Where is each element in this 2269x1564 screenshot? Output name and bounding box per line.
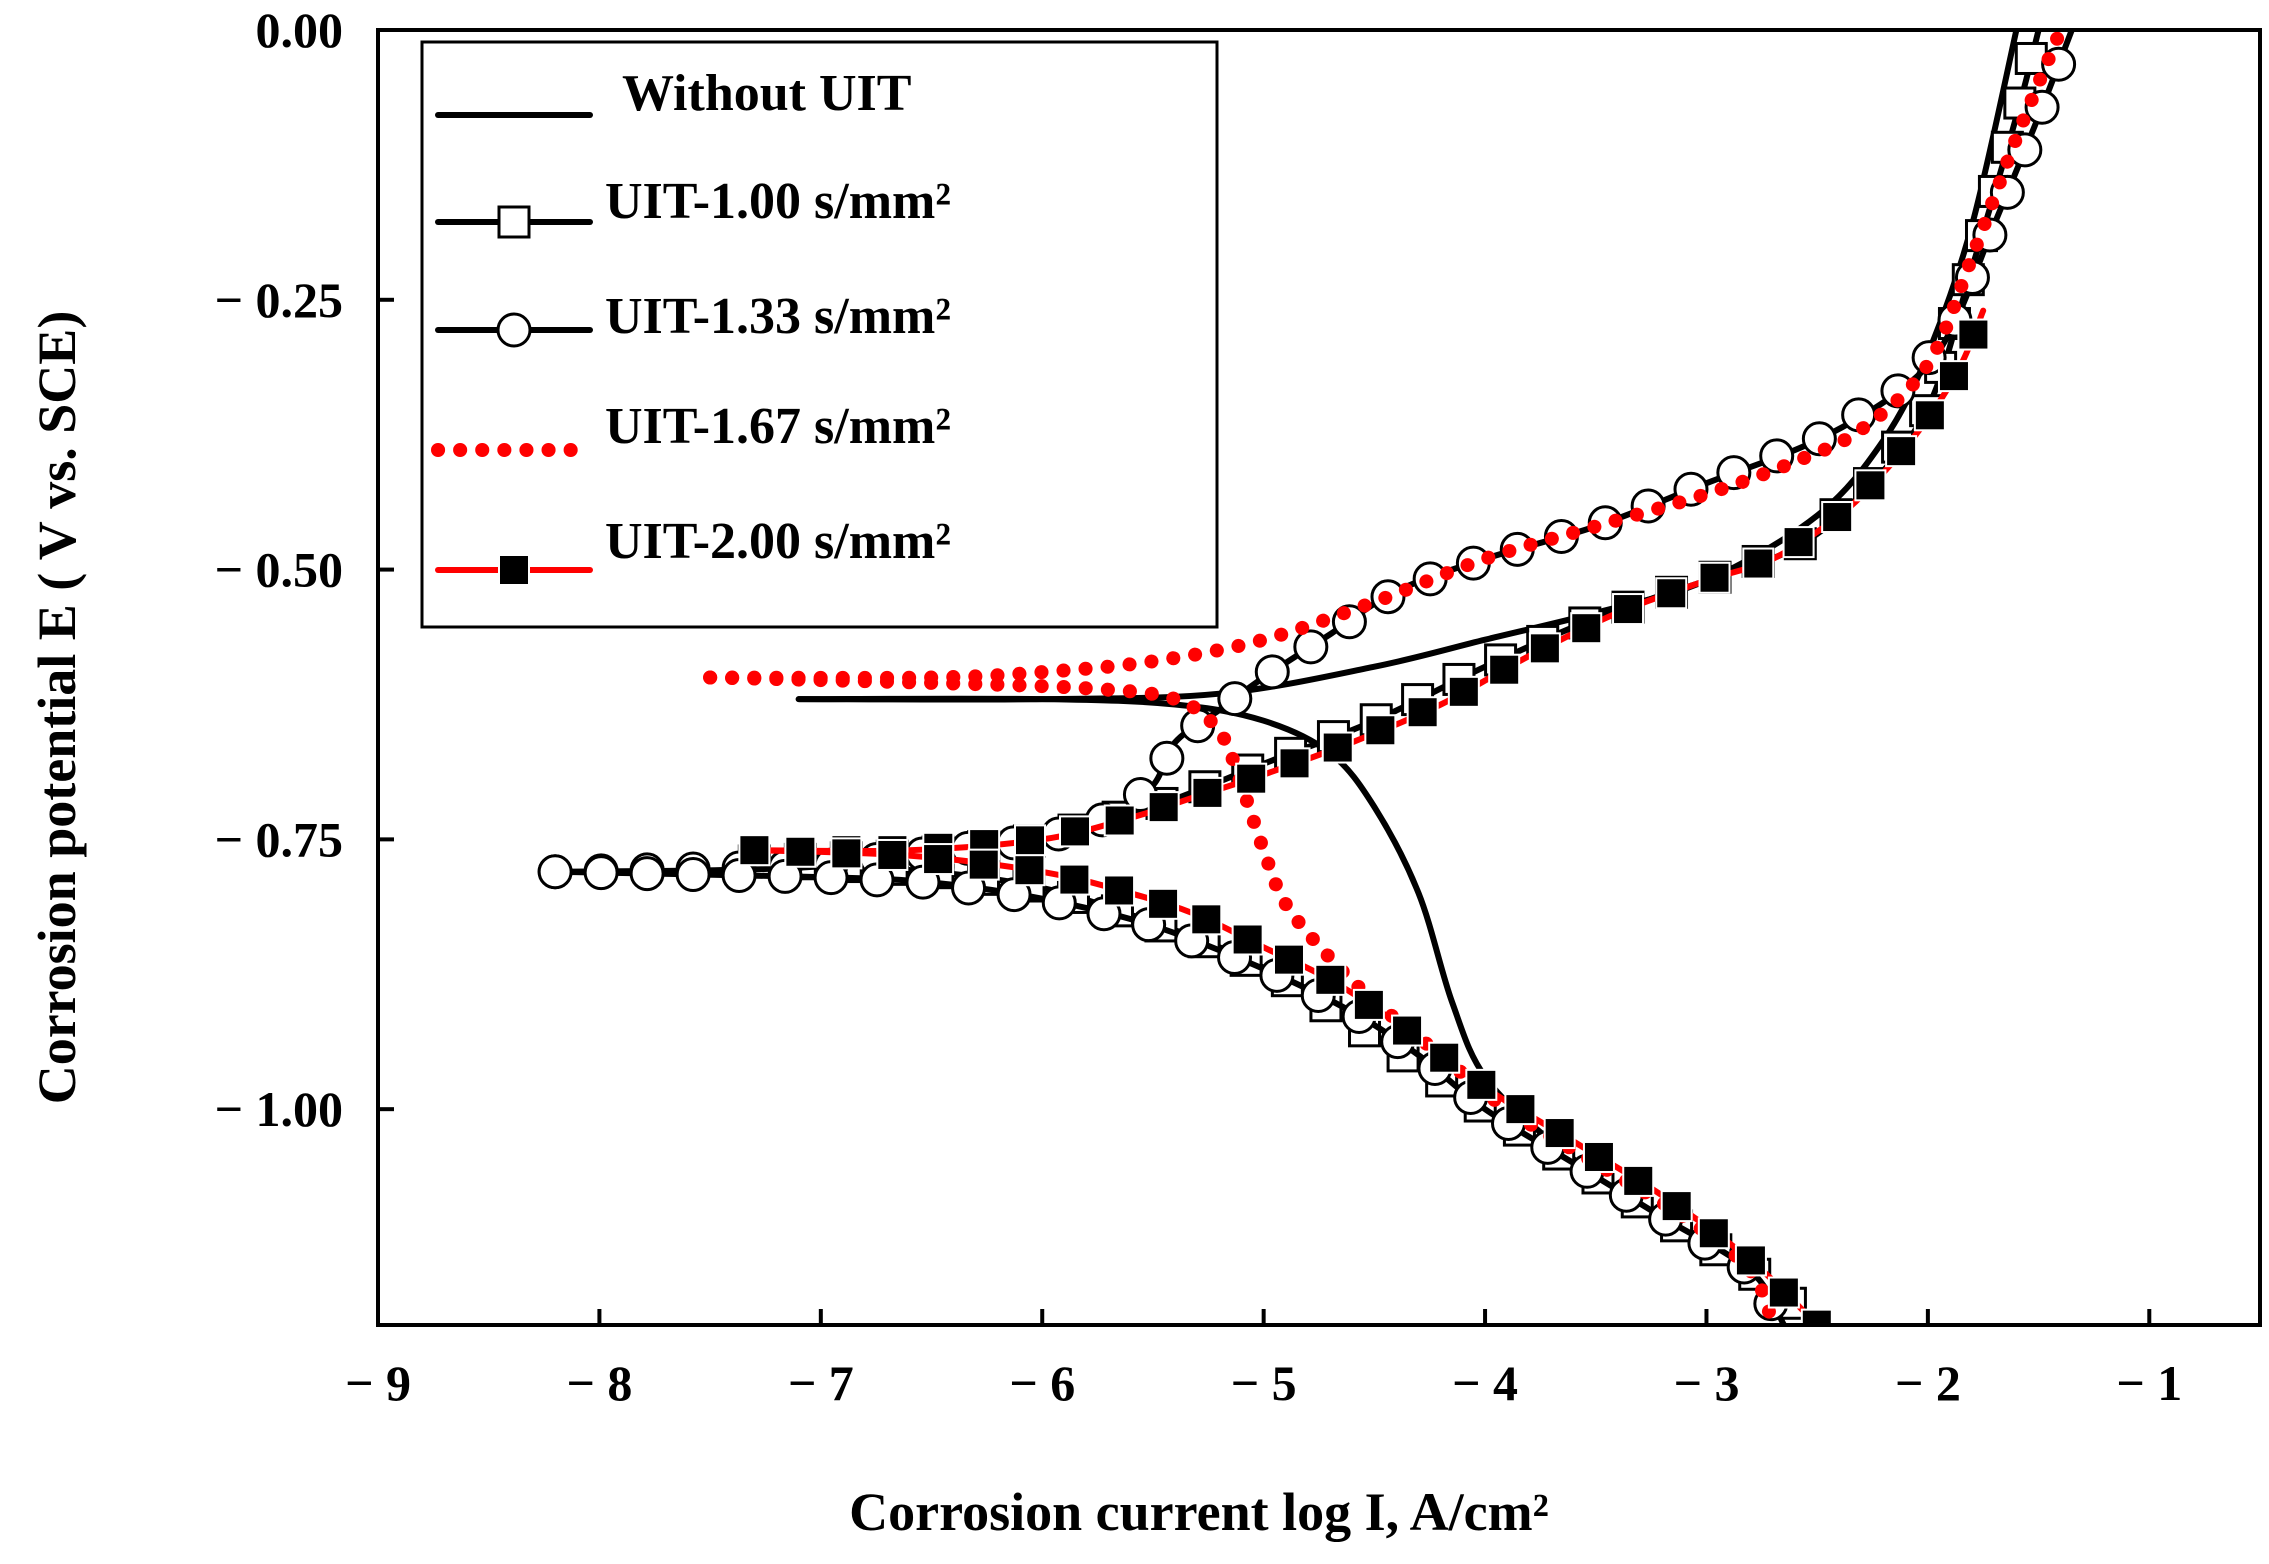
- x-tick-label: − 1: [2116, 1355, 2182, 1411]
- legend-label: UIT-1.67 s/mm²: [605, 398, 951, 455]
- series-5-cathodic-marker: [1622, 1164, 1655, 1197]
- legend-item: UIT-1.67 s/mm²: [431, 398, 951, 457]
- y-axis-title: Corrosion potential E ( V vs. SCE): [27, 311, 87, 1105]
- x-tick-label: − 3: [1673, 1355, 1739, 1411]
- series-5-cathodic-marker: [1231, 923, 1264, 956]
- series-5-cathodic-marker: [1767, 1276, 1800, 1309]
- series-5-anodic-marker: [1655, 577, 1688, 610]
- series-5: [738, 307, 1990, 1325]
- legend-item: Without UIT: [435, 65, 911, 122]
- series-5-cathodic-marker: [967, 848, 1000, 881]
- x-tick-label: − 8: [566, 1355, 632, 1411]
- series-5-cathodic-marker: [1734, 1244, 1767, 1277]
- legend-box: [420, 40, 1219, 629]
- series-5-anodic-marker: [1191, 776, 1224, 809]
- legend: Without UIT UIT-1.00 s/mm² UIT-1.33 s/mm² U…: [420, 40, 1219, 629]
- series-5-cathodic-marker: [1190, 903, 1223, 936]
- legend-label: UIT-1.00 s/mm²: [605, 173, 951, 230]
- series-5-cathodic-marker: [1582, 1140, 1615, 1173]
- series-5-anodic-marker: [1913, 399, 1946, 432]
- series-5-cathodic-marker: [1272, 943, 1305, 976]
- series-5-cathodic-marker: [1504, 1093, 1537, 1126]
- series-5-anodic-marker: [1488, 653, 1521, 686]
- legend-item: UIT-2.00 s/mm²: [435, 513, 951, 586]
- legend-marker: [497, 205, 531, 239]
- series-5-anodic-marker: [1528, 632, 1561, 665]
- series-3-cathodic-marker: [675, 857, 711, 893]
- series-5-cathodic-marker: [830, 837, 863, 870]
- series-5-cathodic-marker: [922, 843, 955, 876]
- series-5-anodic-marker: [1103, 804, 1136, 837]
- series-5-anodic-marker: [1278, 747, 1311, 780]
- series-5-anodic-marker: [1885, 435, 1918, 468]
- series-5-anodic-marker: [1059, 815, 1092, 848]
- x-tick-label: − 2: [1895, 1355, 1961, 1411]
- plot-frame: [376, 28, 2262, 1327]
- legend-item: UIT-1.00 s/mm²: [435, 173, 951, 239]
- x-tick-label: − 4: [1452, 1355, 1518, 1411]
- legend-label: Without UIT: [622, 65, 911, 122]
- y-tick-label: − 1.00: [215, 1081, 344, 1137]
- legend-label: UIT-2.00 s/mm²: [605, 513, 951, 570]
- series-5-anodic-marker: [1147, 791, 1180, 824]
- y-tick-label: − 0.75: [215, 811, 344, 867]
- series-3-anodic-marker: [1217, 681, 1253, 717]
- x-tick-label: − 9: [345, 1355, 411, 1411]
- x-tick-label: − 5: [1231, 1355, 1297, 1411]
- legend-marker: [496, 312, 532, 348]
- series-3-anodic-marker: [1293, 629, 1329, 665]
- series-5-anodic-marker: [1447, 675, 1480, 708]
- series-3-cathodic-marker: [629, 856, 665, 892]
- plot-area: [537, 30, 2077, 1325]
- x-axis-title: Corrosion current log I, A/cm²: [849, 1482, 1549, 1542]
- series-5-anodic-marker: [1957, 318, 1990, 351]
- series-5-cathodic-marker: [1697, 1217, 1730, 1250]
- axes: − 9 − 8 − 7 − 6 − 5 − 4 − 3 − 2 − 1 0.00 − 0.25 − 0…: [27, 2, 2262, 1542]
- series-3-cathodic-marker: [583, 855, 619, 891]
- series-5-cathodic-marker: [1147, 887, 1180, 920]
- series-5-cathodic-marker: [1543, 1117, 1576, 1150]
- series-5-anodic-marker: [1821, 501, 1854, 534]
- series-4-anodic-curve: [703, 30, 2068, 685]
- series-5-anodic-marker: [1321, 731, 1354, 764]
- y-tick-label: − 0.25: [215, 272, 344, 328]
- series-3-anodic-marker: [1254, 654, 1290, 690]
- series-5-cathodic-marker: [1391, 1014, 1424, 1047]
- x-tick-label: − 7: [788, 1355, 854, 1411]
- series-5-cathodic-marker: [784, 835, 817, 868]
- series-5-cathodic-marker: [1013, 854, 1046, 887]
- legend-item: UIT-1.33 s/mm²: [435, 288, 951, 348]
- series-5-anodic-marker: [1742, 547, 1775, 580]
- series-5-anodic-marker: [1406, 696, 1439, 729]
- series-3-anodic-marker: [1149, 740, 1185, 776]
- series-3-cathodic-marker: [537, 854, 573, 890]
- series-5-anodic-marker: [1937, 360, 1970, 393]
- series-5-anodic-marker: [1854, 469, 1887, 502]
- legend-marker: [498, 554, 530, 586]
- series-5-cathodic-marker: [1058, 863, 1091, 896]
- y-tick-label: − 0.50: [215, 542, 344, 598]
- y-tick-label: 0.00: [256, 2, 344, 58]
- series-5-anodic-marker: [1014, 824, 1047, 857]
- series-5-anodic-marker: [1782, 526, 1815, 559]
- series-5-anodic-marker: [1698, 561, 1731, 594]
- x-tick-label: − 6: [1009, 1355, 1075, 1411]
- series-5-cathodic-marker: [1465, 1068, 1498, 1101]
- series-5-cathodic-marker: [1660, 1190, 1693, 1223]
- series-5-cathodic-marker: [876, 838, 909, 871]
- series-5-anodic-marker: [1235, 762, 1268, 795]
- series-5-cathodic-marker: [1103, 874, 1136, 907]
- series-5-cathodic-marker: [1428, 1041, 1461, 1074]
- series-5-cathodic-marker: [1314, 963, 1347, 996]
- series-5-anodic-marker: [1612, 593, 1645, 626]
- legend-label: UIT-1.33 s/mm²: [605, 288, 951, 345]
- series-5-anodic-marker: [1364, 714, 1397, 747]
- series-5-anodic-marker: [1570, 612, 1603, 645]
- series-5-cathodic-marker: [1352, 988, 1385, 1021]
- series-5-cathodic-marker: [738, 834, 771, 867]
